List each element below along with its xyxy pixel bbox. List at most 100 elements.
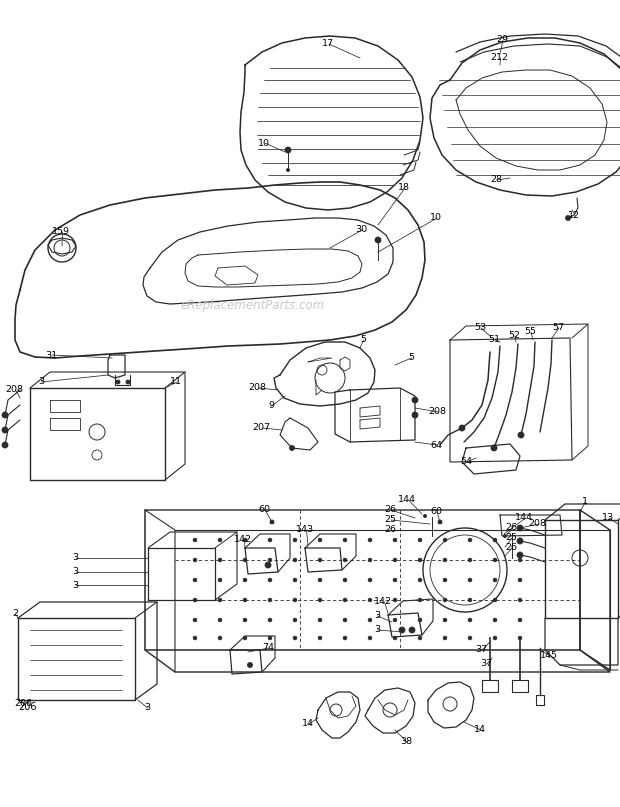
Circle shape (565, 215, 570, 220)
Circle shape (268, 578, 272, 582)
Text: 9: 9 (268, 402, 274, 411)
Circle shape (293, 618, 297, 622)
Circle shape (493, 636, 497, 640)
Text: 1: 1 (582, 497, 588, 507)
Circle shape (293, 538, 297, 541)
Text: 3: 3 (38, 378, 44, 387)
Circle shape (518, 558, 522, 562)
Circle shape (418, 618, 422, 622)
Circle shape (368, 598, 372, 602)
Circle shape (418, 598, 422, 602)
Circle shape (293, 578, 297, 582)
Circle shape (293, 598, 297, 602)
Text: 212: 212 (490, 53, 508, 62)
Text: 26: 26 (384, 505, 396, 515)
Text: 2: 2 (12, 609, 18, 618)
Circle shape (493, 598, 497, 602)
Text: 208: 208 (248, 383, 266, 392)
Circle shape (393, 558, 397, 562)
Circle shape (268, 618, 272, 622)
Text: 28: 28 (490, 175, 502, 185)
Circle shape (418, 636, 422, 640)
Circle shape (268, 558, 272, 562)
Text: 12: 12 (568, 211, 580, 220)
Text: 38: 38 (400, 738, 412, 746)
Circle shape (218, 538, 222, 541)
Circle shape (268, 538, 272, 541)
Circle shape (517, 552, 523, 558)
Circle shape (375, 237, 381, 243)
Circle shape (443, 598, 447, 602)
Circle shape (393, 618, 397, 622)
Text: 144: 144 (515, 513, 533, 522)
Circle shape (399, 627, 405, 633)
Circle shape (243, 618, 247, 622)
Circle shape (218, 578, 222, 582)
Circle shape (393, 598, 397, 602)
Circle shape (468, 636, 472, 640)
Circle shape (468, 598, 472, 602)
Text: eReplacementParts.com: eReplacementParts.com (180, 299, 324, 312)
Text: 3: 3 (374, 625, 380, 634)
Circle shape (293, 636, 297, 640)
Text: 74: 74 (262, 643, 274, 653)
Circle shape (518, 578, 522, 582)
Text: 31: 31 (45, 350, 57, 359)
Text: 14: 14 (474, 725, 486, 734)
Text: 10: 10 (430, 214, 442, 223)
Text: 25: 25 (505, 533, 517, 542)
Text: 143: 143 (296, 525, 314, 534)
Circle shape (318, 618, 322, 622)
Circle shape (218, 636, 222, 640)
Text: 144: 144 (398, 495, 416, 504)
Text: 26: 26 (505, 543, 517, 553)
Text: 10: 10 (258, 139, 270, 148)
Circle shape (518, 538, 522, 541)
Circle shape (423, 515, 427, 517)
Circle shape (368, 538, 372, 541)
Text: 3: 3 (72, 580, 78, 589)
Circle shape (243, 636, 247, 640)
Circle shape (116, 380, 120, 384)
Circle shape (290, 445, 294, 450)
Circle shape (286, 169, 290, 172)
Text: 11: 11 (170, 378, 182, 387)
Circle shape (2, 442, 8, 448)
Circle shape (2, 412, 8, 418)
Text: 3: 3 (144, 704, 150, 713)
Text: 142: 142 (374, 597, 392, 607)
Circle shape (193, 598, 197, 602)
Circle shape (518, 618, 522, 622)
Circle shape (343, 618, 347, 622)
Circle shape (343, 558, 347, 562)
Text: 53: 53 (474, 324, 486, 332)
Circle shape (193, 538, 197, 541)
Text: 208: 208 (428, 408, 446, 416)
Circle shape (368, 618, 372, 622)
Text: 3: 3 (72, 567, 78, 576)
Text: 14: 14 (302, 720, 314, 729)
Circle shape (243, 538, 247, 541)
Text: 18: 18 (398, 183, 410, 193)
Text: 60: 60 (430, 508, 442, 516)
Circle shape (518, 636, 522, 640)
Circle shape (393, 578, 397, 582)
Text: 206: 206 (14, 700, 32, 709)
Text: 3: 3 (72, 554, 78, 562)
Circle shape (418, 578, 422, 582)
Text: 159: 159 (52, 228, 70, 236)
Circle shape (218, 618, 222, 622)
Circle shape (468, 618, 472, 622)
Circle shape (318, 538, 322, 541)
Text: 30: 30 (355, 225, 367, 235)
Text: 206: 206 (18, 702, 37, 712)
Circle shape (193, 578, 197, 582)
Circle shape (517, 538, 523, 544)
Circle shape (243, 598, 247, 602)
Circle shape (493, 578, 497, 582)
Circle shape (493, 558, 497, 562)
Circle shape (418, 538, 422, 541)
Text: 54: 54 (460, 458, 472, 466)
Circle shape (518, 598, 522, 602)
Circle shape (368, 636, 372, 640)
